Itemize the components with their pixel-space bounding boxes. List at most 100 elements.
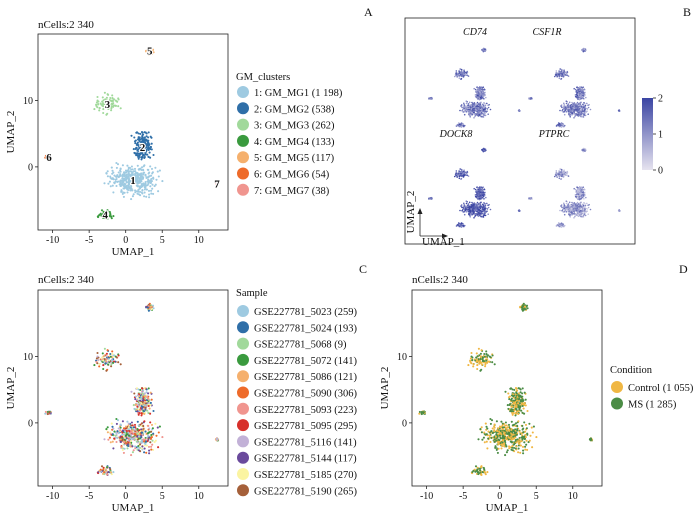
- legend-swatch: [237, 86, 249, 98]
- point-cluster-2: [148, 143, 151, 146]
- feature-point: [584, 212, 586, 214]
- feature-title-csf1r: CSF1R: [533, 27, 562, 38]
- point-cluster-5: [147, 53, 150, 56]
- legend-swatch: [237, 151, 249, 164]
- point-sample: [161, 436, 164, 439]
- point-sample: [126, 443, 129, 446]
- feature-point: [489, 208, 492, 211]
- point-cluster-2: [147, 131, 150, 134]
- feature-point: [578, 90, 581, 93]
- feature-point: [475, 90, 478, 92]
- point-condition: [480, 426, 483, 429]
- point-condition: [526, 448, 529, 451]
- point-cluster-1: [124, 174, 127, 177]
- panel-a-frame: [37, 33, 229, 231]
- feature-point: [469, 104, 472, 107]
- point-sample: [119, 426, 122, 429]
- point-sample: [148, 427, 151, 430]
- point-cluster-2: [134, 139, 137, 142]
- feature-point: [581, 112, 584, 115]
- point-sample: [141, 441, 144, 444]
- feature-point: [566, 206, 568, 208]
- feature-point: [471, 213, 473, 216]
- point-cluster-1: [139, 187, 142, 190]
- point-cluster-1: [130, 168, 133, 171]
- point-sample: [147, 445, 151, 448]
- feature-point: [471, 110, 474, 112]
- feature-point: [465, 100, 468, 102]
- feature-point: [478, 214, 481, 216]
- point-sample: [123, 427, 126, 430]
- point-sample: [149, 421, 152, 424]
- point-cluster-1: [129, 173, 132, 176]
- legend-label: GSE227781_5095 (295): [254, 421, 357, 432]
- feature-point: [558, 170, 560, 172]
- feature-point: [477, 98, 479, 101]
- point-cluster-2: [150, 142, 153, 145]
- feature-point: [467, 104, 470, 106]
- point-sample: [136, 398, 139, 401]
- point-sample: [127, 428, 130, 431]
- point-sample: [117, 361, 120, 364]
- feature-point: [474, 114, 477, 117]
- point-sample: [145, 451, 148, 454]
- feature-point: [578, 190, 581, 193]
- point-cluster-1: [116, 174, 119, 177]
- feature-point: [459, 68, 462, 70]
- point-cluster-1: [115, 166, 118, 169]
- feature-point: [486, 108, 489, 110]
- point-sample: [110, 365, 113, 368]
- point-sample: [136, 432, 139, 436]
- legend-swatch: [237, 102, 249, 115]
- panel-letter-c: C: [359, 262, 367, 276]
- feature-point: [488, 203, 491, 206]
- point-sample: [48, 411, 51, 414]
- point-condition: [530, 426, 533, 429]
- feature-point: [580, 193, 582, 195]
- point-cluster-1: [108, 180, 111, 183]
- feature-point: [460, 205, 462, 207]
- feature-point: [478, 190, 481, 193]
- point-cluster-1: [138, 177, 141, 180]
- point-condition: [512, 446, 516, 449]
- feature-point: [567, 104, 570, 106]
- point-cluster-1: [140, 166, 144, 169]
- feature-point: [588, 103, 590, 106]
- panel-d-points: [418, 302, 594, 477]
- point-cluster-1: [147, 168, 150, 171]
- feature-point: [589, 208, 592, 211]
- feature-point: [571, 212, 573, 214]
- point-cluster-2: [149, 148, 152, 151]
- cluster-label-5: 5: [147, 46, 153, 58]
- feature-point: [477, 108, 480, 111]
- point-cluster-2: [143, 136, 146, 139]
- feature-point: [577, 86, 579, 89]
- x-tick-label: 10: [194, 235, 204, 246]
- feature-point: [478, 114, 481, 116]
- feature-point: [472, 113, 475, 115]
- feature-point: [479, 194, 481, 197]
- feature-point: [568, 101, 571, 104]
- y-tick-label: 0: [28, 418, 33, 429]
- point-sample: [116, 436, 119, 439]
- point-sample: [123, 441, 126, 444]
- feature-point: [479, 88, 482, 91]
- point-cluster-4: [109, 212, 112, 215]
- feature-point: [587, 106, 590, 109]
- feature-point: [428, 197, 430, 199]
- point-sample: [121, 420, 124, 423]
- point-cluster-3: [101, 96, 104, 99]
- x-tick-label: 0: [123, 235, 128, 246]
- point-cluster-1: [131, 189, 134, 192]
- x-tick-label: 10: [194, 491, 204, 502]
- point-cluster-1: [130, 198, 133, 201]
- feature-point: [586, 102, 588, 105]
- point-cluster-1: [124, 178, 127, 181]
- feature-point: [567, 204, 570, 206]
- point-cluster-1: [148, 171, 151, 174]
- cluster-label-3: 3: [105, 99, 111, 111]
- point-sample: [136, 441, 140, 444]
- feature-point: [482, 197, 484, 200]
- point-cluster-2: [141, 139, 144, 142]
- feature-point: [577, 214, 579, 217]
